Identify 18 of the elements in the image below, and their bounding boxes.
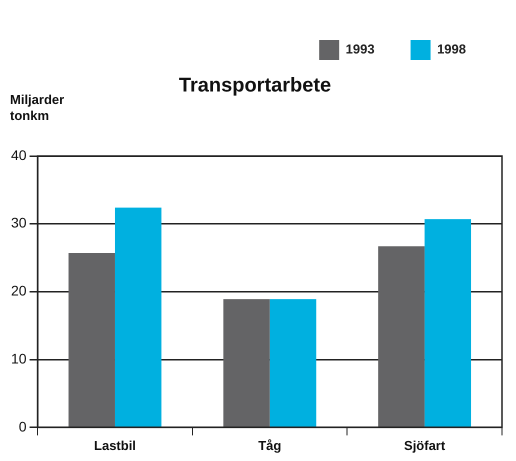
x-tick-label: Sjöfart (404, 438, 446, 453)
bar (424, 219, 472, 427)
bar (270, 299, 316, 427)
y-tick-label: 10 (10, 350, 27, 366)
y-tick-label: 40 (10, 146, 27, 163)
x-tick-label: Tåg (258, 438, 282, 453)
bar (114, 208, 162, 427)
y-tick-label: 30 (10, 214, 27, 231)
chart-title: Transportarbete (178, 74, 332, 97)
y-tick-label: 20 (10, 282, 27, 299)
legend-label: 1993 (346, 42, 375, 57)
bar (68, 253, 115, 427)
x-tick-label: Lastbil (94, 438, 136, 453)
legend-label: 1998 (437, 42, 466, 57)
bar (223, 299, 270, 427)
y-tick-label: 0 (18, 418, 27, 434)
bar (378, 246, 425, 427)
y-axis-title: Miljarder tonkm (10, 92, 66, 124)
